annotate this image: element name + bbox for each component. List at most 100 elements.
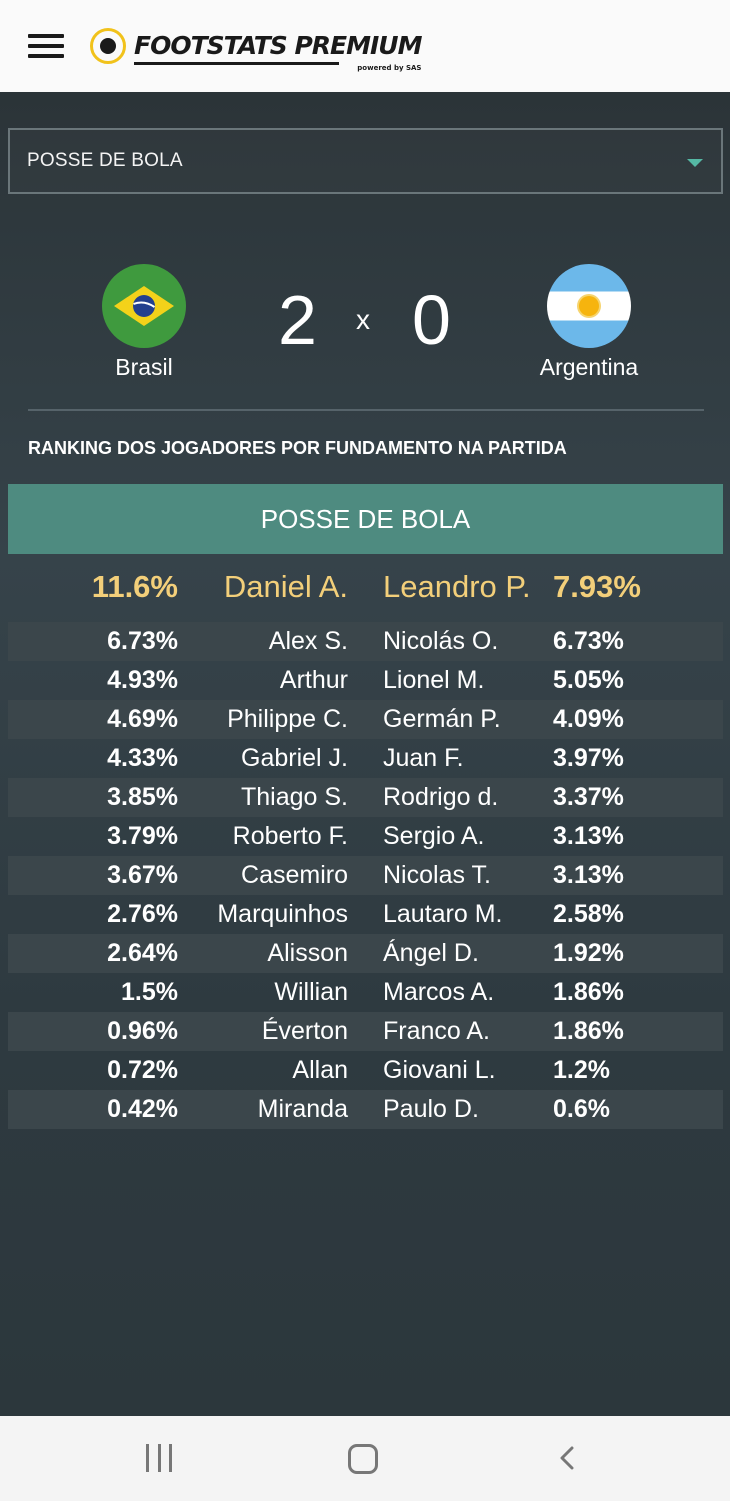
home-team: Brasil bbox=[100, 264, 188, 381]
away-player-name: Paulo D. bbox=[383, 1095, 479, 1123]
away-player-value: 3.37% bbox=[553, 783, 624, 811]
home-player-name: Miranda bbox=[257, 1095, 348, 1123]
ranking-row: 4.33% Gabriel J. Juan F. 3.97% bbox=[8, 739, 723, 778]
chevron-down-icon bbox=[687, 159, 703, 167]
home-player-name: Arthur bbox=[279, 666, 348, 694]
ranking-row: 4.93% Arthur Lionel M. 5.05% bbox=[8, 661, 723, 700]
ranking-row: 2.64% Alisson Ángel D. 1.92% bbox=[8, 934, 723, 973]
divider bbox=[28, 409, 704, 411]
home-player-value: 4.69% bbox=[107, 705, 178, 733]
away-player-value: 1.92% bbox=[553, 939, 624, 967]
home-player-value: 0.96% bbox=[107, 1017, 178, 1045]
home-player-value: 11.6% bbox=[91, 569, 178, 604]
home-player-value: 3.79% bbox=[107, 822, 178, 850]
home-player-value: 4.33% bbox=[107, 744, 178, 772]
app-logo[interactable]: FOOTSTATS PREMIUM powered by SAS bbox=[90, 24, 422, 72]
home-player-value: 6.73% bbox=[107, 627, 178, 655]
home-player-name: Marquinhos bbox=[217, 900, 348, 928]
ranking-row: 3.79% Roberto F. Sergio A. 3.13% bbox=[8, 817, 723, 856]
away-player-name: Juan F. bbox=[383, 744, 464, 772]
away-player-value: 1.86% bbox=[553, 1017, 624, 1045]
home-player-name: Thiago S. bbox=[240, 783, 348, 811]
ranking-table: 11.6% Daniel A. Leandro P. 7.93% 6.73% Alex S… bbox=[8, 562, 723, 1129]
sun-of-may-icon bbox=[579, 296, 599, 316]
logo-underline bbox=[134, 62, 339, 65]
home-player-name: Daniel A. bbox=[223, 569, 348, 604]
brazil-diamond bbox=[114, 286, 174, 326]
home-player-name: Allan bbox=[292, 1056, 348, 1084]
away-player-name: Leandro P. bbox=[383, 569, 531, 604]
home-player-name: Gabriel J. bbox=[241, 744, 348, 772]
select-value: POSSE DE BOLA bbox=[27, 150, 183, 171]
main-content: POSSE DE BOLA Brasil 2 x 0 Argentina RAN… bbox=[0, 92, 730, 1416]
away-score: 0 bbox=[412, 281, 451, 359]
system-navigation-bar bbox=[0, 1416, 730, 1501]
away-player-value: 2.58% bbox=[553, 900, 624, 928]
ranking-table-header: POSSE DE BOLA bbox=[8, 484, 723, 554]
away-team: Argentina bbox=[540, 264, 638, 381]
home-player-value: 3.85% bbox=[107, 783, 178, 811]
home-player-name: Casemiro bbox=[241, 861, 348, 889]
away-player-name: Germán P. bbox=[383, 705, 501, 733]
away-player-name: Lionel M. bbox=[383, 666, 485, 694]
away-player-name: Franco A. bbox=[383, 1017, 490, 1045]
away-player-value: 3.97% bbox=[553, 744, 624, 772]
away-player-name: Giovani L. bbox=[383, 1056, 496, 1084]
away-player-value: 3.13% bbox=[553, 822, 624, 850]
home-player-name: Roberto F. bbox=[232, 822, 348, 850]
away-player-name: Rodrigo d. bbox=[383, 783, 499, 811]
ranking-row: 3.67% Casemiro Nicolas T. 3.13% bbox=[8, 856, 723, 895]
back-icon[interactable] bbox=[556, 1446, 580, 1470]
ranking-row: 4.69% Philippe C. Germán P. 4.09% bbox=[8, 700, 723, 739]
ranking-row: 6.73% Alex S. Nicolás O. 6.73% bbox=[8, 622, 723, 661]
home-player-value: 4.93% bbox=[107, 666, 178, 694]
away-player-value: 7.93% bbox=[553, 569, 641, 604]
home-player-name: Alex S. bbox=[268, 627, 348, 655]
away-player-value: 6.73% bbox=[553, 627, 624, 655]
home-player-value: 2.76% bbox=[107, 900, 178, 928]
ranking-row: 0.72% Allan Giovani L. 1.2% bbox=[8, 1051, 723, 1090]
logo-subtitle: powered by SAS bbox=[357, 64, 422, 72]
ranking-row: 1.5% Willian Marcos A. 1.86% bbox=[8, 973, 723, 1012]
away-team-name: Argentina bbox=[539, 354, 639, 380]
home-icon[interactable] bbox=[348, 1444, 378, 1474]
away-player-value: 1.2% bbox=[553, 1056, 610, 1084]
soccer-ball-icon bbox=[90, 28, 126, 64]
home-player-value: 2.64% bbox=[107, 939, 178, 967]
score-separator: x bbox=[356, 304, 370, 335]
away-player-name: Sergio A. bbox=[383, 822, 485, 850]
away-player-value: 4.09% bbox=[553, 705, 624, 733]
fundamento-select[interactable]: POSSE DE BOLA bbox=[8, 128, 723, 194]
ranking-row: 3.85% Thiago S. Rodrigo d. 3.37% bbox=[8, 778, 723, 817]
home-player-value: 1.5% bbox=[121, 978, 178, 1006]
away-player-value: 3.13% bbox=[553, 861, 624, 889]
away-player-name: Lautaro M. bbox=[383, 900, 503, 928]
away-player-name: Marcos A. bbox=[383, 978, 495, 1006]
recent-apps-icon[interactable] bbox=[146, 1444, 172, 1472]
home-team-name: Brasil bbox=[115, 354, 173, 380]
hamburger-menu-icon[interactable] bbox=[28, 34, 64, 58]
home-player-name: Willian bbox=[274, 978, 348, 1006]
home-player-value: 3.67% bbox=[107, 861, 178, 889]
argentina-flag-icon bbox=[547, 264, 631, 348]
away-player-value: 5.05% bbox=[553, 666, 624, 694]
away-player-name: Nicolás O. bbox=[383, 627, 499, 655]
brazil-flag-icon bbox=[102, 264, 186, 348]
ranking-title: RANKING DOS JOGADORES POR FUNDAMENTO NA … bbox=[28, 438, 567, 458]
ranking-row: 0.42% Miranda Paulo D. 0.6% bbox=[8, 1090, 723, 1129]
logo-text: FOOTSTATS PREMIUM bbox=[134, 31, 422, 60]
home-player-name: Philippe C. bbox=[227, 705, 348, 733]
ranking-row: 0.96% Éverton Franco A. 1.86% bbox=[8, 1012, 723, 1051]
ranking-table-header-label: POSSE DE BOLA bbox=[260, 503, 471, 534]
away-player-name: Ángel D. bbox=[383, 939, 479, 967]
home-player-value: 0.72% bbox=[107, 1056, 178, 1084]
away-player-value: 1.86% bbox=[553, 978, 624, 1006]
top-ranking-row: 11.6% Daniel A. Leandro P. 7.93% bbox=[8, 562, 723, 622]
home-player-name: Éverton bbox=[261, 1017, 348, 1045]
home-player-name: Alisson bbox=[267, 939, 348, 967]
ranking-row: 2.76% Marquinhos Lautaro M. 2.58% bbox=[8, 895, 723, 934]
home-player-value: 0.42% bbox=[107, 1095, 178, 1123]
app-header: FOOTSTATS PREMIUM powered by SAS bbox=[0, 0, 730, 92]
away-player-value: 0.6% bbox=[553, 1095, 610, 1123]
away-player-name: Nicolas T. bbox=[383, 861, 491, 889]
